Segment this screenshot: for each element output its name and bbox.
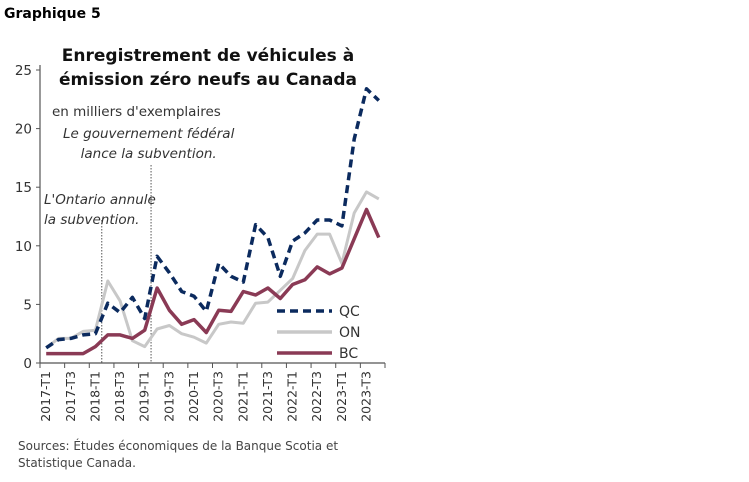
x-tick-label: 2020-T1 [186, 371, 201, 422]
y-tick-label: 15 [15, 180, 32, 196]
annotation-line: la subvention. [44, 212, 140, 228]
x-tick-label: 2023-T1 [334, 371, 349, 422]
series-line-on [45, 190, 380, 349]
annotation-line: lance la subvention. [80, 146, 217, 162]
series-line-qc [45, 87, 381, 350]
legend-label-qc: QC [339, 304, 360, 320]
x-tick-label: 2020-T3 [211, 371, 226, 422]
y-tick-label: 25 [15, 63, 32, 79]
legend-label-bc: BC [339, 346, 358, 362]
figure-label: Graphique 5 [4, 6, 101, 22]
x-tick-label: 2021-T1 [235, 371, 250, 422]
source-note: Sources: Études économiques de la Banque… [18, 439, 339, 470]
annotation-federal-subsidy: Le gouvernement fédéral lance la subvent… [63, 124, 234, 164]
x-tick-label: 2023-T3 [359, 371, 374, 422]
y-tick-label: 0 [23, 356, 32, 372]
x-tick-label: 2022-T1 [285, 371, 300, 422]
annotation-line: L'Ontario annule [44, 192, 156, 208]
legend-label-on: ON [339, 325, 361, 341]
y-tick-label: 10 [15, 239, 32, 255]
y-tick-label: 20 [15, 122, 32, 138]
x-tick-label: 2022-T3 [309, 371, 324, 422]
x-tick-label: 2018-T3 [112, 371, 127, 422]
series-line-bc [46, 207, 381, 356]
chart-title: Enregistrement de véhicules à émission z… [58, 46, 358, 90]
x-tick-label: 2017-T3 [63, 371, 78, 422]
y-tick-label: 5 [23, 297, 32, 313]
annotation-line: Le gouvernement fédéral [63, 126, 235, 142]
annotation-ontario-cancel: L'Ontario annule la subvention. [44, 190, 156, 230]
x-tick-label: 2018-T1 [87, 371, 102, 422]
x-tick-label: 2019-T3 [161, 371, 176, 422]
x-tick-label: 2021-T3 [260, 371, 275, 422]
x-tick-label: 2017-T1 [38, 371, 53, 422]
y-axis-unit-label: en milliers d'exemplaires [52, 104, 221, 120]
x-tick-label: 2019-T1 [137, 371, 152, 422]
